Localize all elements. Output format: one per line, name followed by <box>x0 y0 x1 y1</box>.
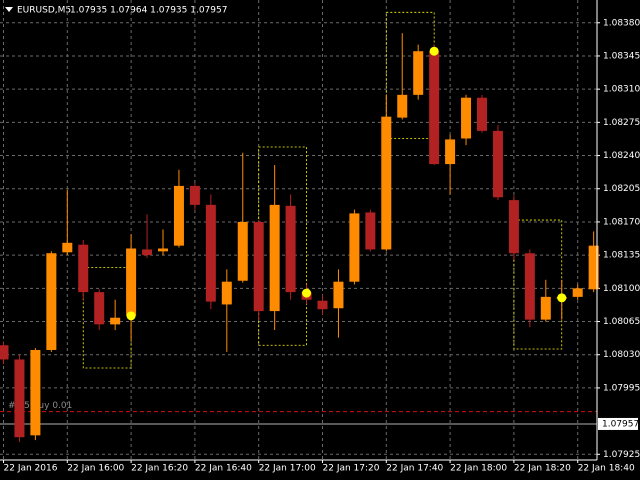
candle-body <box>429 51 440 165</box>
x-tick-label: 22 Jan 18:00 <box>450 464 507 474</box>
x-tick-label: 22 Jan 17:20 <box>323 464 380 474</box>
signal-dot <box>302 288 312 298</box>
symbol: EURUSD,M5 <box>17 6 71 16</box>
x-tick-label: 22 Jan 16:20 <box>131 464 188 474</box>
candle-body <box>381 116 392 250</box>
candle-body <box>508 200 519 254</box>
y-tick-label: 1.08380 <box>603 18 640 28</box>
y-tick-label: 1.08205 <box>603 184 640 194</box>
x-tick-label: 22 Jan 16:40 <box>195 464 252 474</box>
candle-body <box>365 212 376 250</box>
y-tick-label: 1.08170 <box>603 217 640 227</box>
candle-body <box>445 139 456 165</box>
candle-body <box>477 97 487 131</box>
candle-body <box>333 281 344 309</box>
x-tick-label: 22 Jan 16:00 <box>67 464 124 474</box>
candle-body <box>205 204 216 302</box>
candle-body <box>588 245 599 290</box>
y-tick-label: 1.08030 <box>603 350 640 360</box>
candle-body <box>524 253 535 320</box>
x-tick-label: 22 Jan 17:40 <box>386 464 443 474</box>
candle-body <box>269 204 280 312</box>
candle-body <box>189 185 200 205</box>
candle-body <box>78 244 89 293</box>
y-tick-label: 1.08240 <box>603 151 640 161</box>
candle-body <box>492 130 503 198</box>
candle-body <box>285 205 296 293</box>
candle-body <box>237 221 248 281</box>
y-tick-label: 1.08065 <box>603 317 640 327</box>
candle-body <box>110 317 121 325</box>
x-tick-label: 22 Jan 17:00 <box>259 464 316 474</box>
candle-body <box>173 185 184 246</box>
y-tick-label: 1.08275 <box>603 118 640 128</box>
signal-dot <box>429 46 439 56</box>
candle-body <box>461 97 472 139</box>
candle-body <box>540 296 551 320</box>
menu-arrow[interactable] <box>5 7 13 12</box>
candle-body <box>397 94 408 118</box>
signal-dot <box>126 311 136 321</box>
y-tick-label: 1.07995 <box>603 383 640 393</box>
candle-body <box>572 288 583 297</box>
candle-body <box>46 253 57 350</box>
signal-box <box>385 11 435 139</box>
y-tick-label: 1.08345 <box>603 51 640 61</box>
x-tick-label: 22 Jan 2016 <box>4 464 58 474</box>
candle-body <box>158 248 168 252</box>
candle-body <box>0 345 9 360</box>
candle-body <box>62 242 73 253</box>
candle-body <box>253 221 264 312</box>
signal-box <box>82 267 132 369</box>
last-price-label: 1.07957 <box>602 419 639 429</box>
x-tick-label: 22 Jan 18:40 <box>578 464 635 474</box>
y-tick-label: 1.08100 <box>603 284 640 294</box>
x-tick-label: 22 Jan 18:20 <box>514 464 571 474</box>
candle-body <box>142 249 153 256</box>
quote: 1.07935 1.07964 1.07935 1.07957 <box>70 6 227 16</box>
candle-body <box>317 300 328 310</box>
last-price-box <box>598 417 638 430</box>
y-tick-label: 1.08135 <box>603 251 640 261</box>
candle-body <box>349 213 360 282</box>
candle-body <box>14 359 25 438</box>
candle-body <box>30 349 41 436</box>
candle-body <box>413 51 424 95</box>
y-tick-label: 1.07925 <box>603 450 640 460</box>
candle-body <box>221 281 232 305</box>
signal-dot <box>557 293 567 303</box>
y-tick-label: 1.08310 <box>603 85 640 95</box>
candle-body <box>126 248 137 316</box>
candle-body <box>94 292 105 325</box>
